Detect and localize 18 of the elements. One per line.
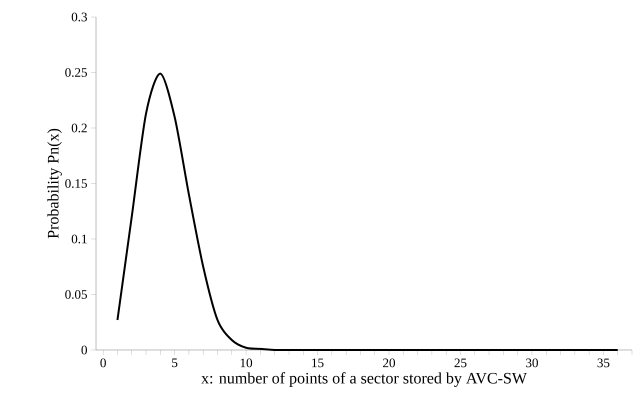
x-tick-label: 10 <box>240 358 252 368</box>
x-tick-label: 5 <box>172 358 178 368</box>
y-axis-title: Probability Pn(x) <box>47 128 62 238</box>
x-tick-label: 35 <box>598 358 610 368</box>
x-tick-label: 0 <box>100 358 106 368</box>
x-tick-label: 25 <box>454 358 466 368</box>
y-tick-label: 0.05 <box>65 290 87 299</box>
y-tick-label: 0 <box>81 346 87 354</box>
y-tick-label: 0.1 <box>72 234 87 244</box>
y-tick-label: 0.15 <box>65 179 87 188</box>
x-tick-label: 20 <box>383 358 396 368</box>
x-tick-label: 15 <box>312 358 324 368</box>
y-tick-label: 0.3 <box>72 12 87 22</box>
line-series <box>116 72 619 352</box>
x-tick-label: 30 <box>526 358 538 368</box>
y-tick-label: 0.25 <box>65 68 87 77</box>
x-axis-title: x: number of points of a sector stored by AVC-SW <box>201 372 527 387</box>
y-tick-label: 0.2 <box>72 124 87 132</box>
